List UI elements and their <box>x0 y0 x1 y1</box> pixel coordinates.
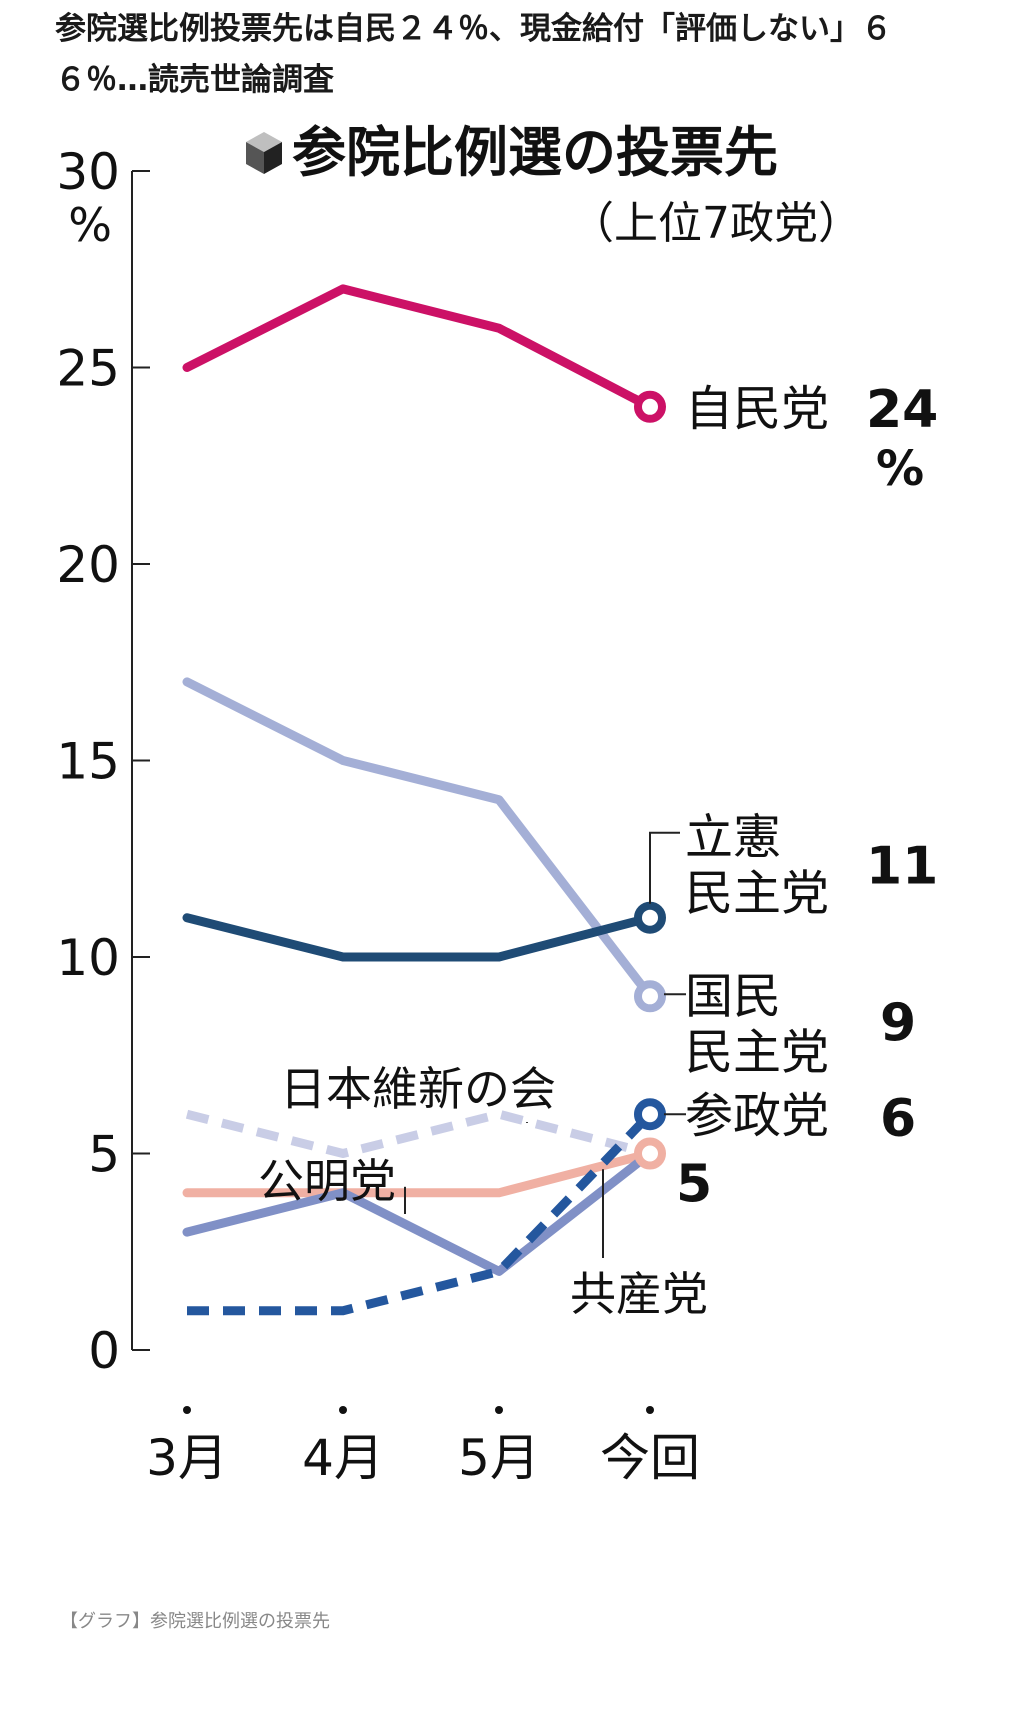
series-line <box>182 1149 655 1276</box>
x-tick-label: 今回 <box>600 1429 700 1487</box>
series-label: 参政党 <box>685 1088 829 1144</box>
x-tick-dot <box>646 1406 654 1414</box>
y-tick-label: 30 <box>56 143 120 201</box>
series-label: 公明党 <box>258 1154 396 1208</box>
data-label: 11 <box>866 837 938 897</box>
series-label: 民主党 <box>685 866 829 922</box>
y-tick-label: 25 <box>56 340 120 398</box>
x-axis: 3月 4月 5月 今回 <box>146 1406 700 1487</box>
series-end-marker <box>634 1098 666 1131</box>
y-axis-unit: % <box>68 198 112 252</box>
x-tick-dot <box>183 1406 191 1414</box>
series-line <box>187 1111 654 1316</box>
data-label: 9 <box>880 993 916 1053</box>
series-label: 共産党 <box>570 1267 708 1321</box>
series-line <box>182 284 655 412</box>
chart-title: 参院比例選の投票先 <box>292 121 778 184</box>
x-tick-dot <box>339 1406 347 1414</box>
y-tick-label: 5 <box>88 1126 120 1184</box>
y-tick-label: 15 <box>56 733 120 791</box>
series-end-marker <box>634 390 666 423</box>
data-label: 6 <box>880 1089 916 1149</box>
x-tick-label: 3月 <box>146 1429 228 1487</box>
x-tick-label: 5月 <box>458 1429 540 1487</box>
series-label: 民主党 <box>685 1024 829 1080</box>
x-tick-label: 4月 <box>302 1429 384 1487</box>
series-line <box>182 1149 655 1198</box>
page-title: 参院選比例投票先は自民２４％、現金給付「評価しない」６６％…読売世論調査 <box>55 11 892 98</box>
line-chart: 参院比例選の投票先 （上位7政党） 0 5 10 15 20 25 30% 自民党 24% 立憲… <box>56 121 938 1487</box>
chart-subtitle: （上位7政党） <box>570 198 862 249</box>
series-lines <box>182 284 666 1316</box>
cube-icon <box>246 132 282 174</box>
y-tick-label: 10 <box>56 929 120 987</box>
series-label: 国民 <box>685 968 781 1024</box>
series-line <box>182 913 655 962</box>
series-line <box>185 1109 652 1158</box>
data-label-unit: % <box>876 441 924 497</box>
figure-caption: 【グラフ】参院選比例選の投票先 <box>60 1611 330 1632</box>
y-tick-label: 0 <box>88 1322 120 1380</box>
leader-line <box>649 831 680 904</box>
y-tick-label: 20 <box>56 536 120 594</box>
data-label: 24 <box>866 380 938 440</box>
series-label: 日本維新の会 <box>280 1062 556 1116</box>
data-label: 5 <box>676 1155 712 1215</box>
series-end-marker <box>634 1137 666 1170</box>
series-label: 自民党 <box>685 381 829 437</box>
series-line <box>182 677 655 1001</box>
chart-title-group: 参院比例選の投票先 （上位7政党） <box>246 121 862 249</box>
series-end-marker <box>634 980 666 1013</box>
series-end-marker <box>634 901 666 934</box>
series-label: 立憲 <box>685 810 781 866</box>
y-axis: 0 5 10 15 20 25 30% <box>56 143 150 1380</box>
x-tick-dot <box>495 1406 503 1414</box>
